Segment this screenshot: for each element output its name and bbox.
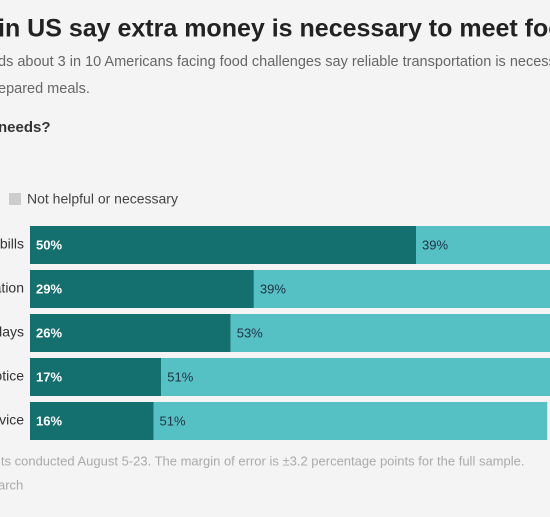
chart-title: in US say extra money is necessary to me… xyxy=(0,15,550,43)
bar xyxy=(230,314,550,352)
bar xyxy=(153,402,548,440)
value-label: 51% xyxy=(160,413,186,428)
value-label: 53% xyxy=(237,325,263,340)
bar xyxy=(30,270,254,308)
value-label: 39% xyxy=(260,281,286,296)
value-label: 51% xyxy=(167,369,193,384)
subtitle: epared meals. xyxy=(0,81,90,97)
y-tick-label: days xyxy=(0,324,24,340)
bar xyxy=(253,270,550,308)
legend-label: Not helpful or necessary xyxy=(27,191,178,207)
bar xyxy=(30,314,231,352)
note: lts conducted August 5-23. The margin of… xyxy=(0,453,524,468)
value-label: 17% xyxy=(36,369,62,384)
bar xyxy=(30,226,416,264)
bar xyxy=(30,402,154,440)
bar xyxy=(161,358,550,396)
y-tick-label: rvice xyxy=(0,412,24,428)
bar xyxy=(30,358,162,396)
legend-swatch xyxy=(9,193,21,205)
question: needs? xyxy=(0,119,51,136)
subtitle: ds about 3 in 10 Americans facing food c… xyxy=(0,54,550,70)
y-tick-label: bills xyxy=(0,236,24,252)
note: arch xyxy=(0,477,23,492)
value-label: 39% xyxy=(422,237,448,252)
value-label: 29% xyxy=(36,281,62,296)
value-label: 16% xyxy=(36,413,62,428)
y-tick-label: otice xyxy=(0,368,24,384)
value-label: 26% xyxy=(36,325,62,340)
value-label: 50% xyxy=(36,237,62,252)
bar xyxy=(416,226,550,264)
y-tick-label: ation xyxy=(0,280,24,296)
